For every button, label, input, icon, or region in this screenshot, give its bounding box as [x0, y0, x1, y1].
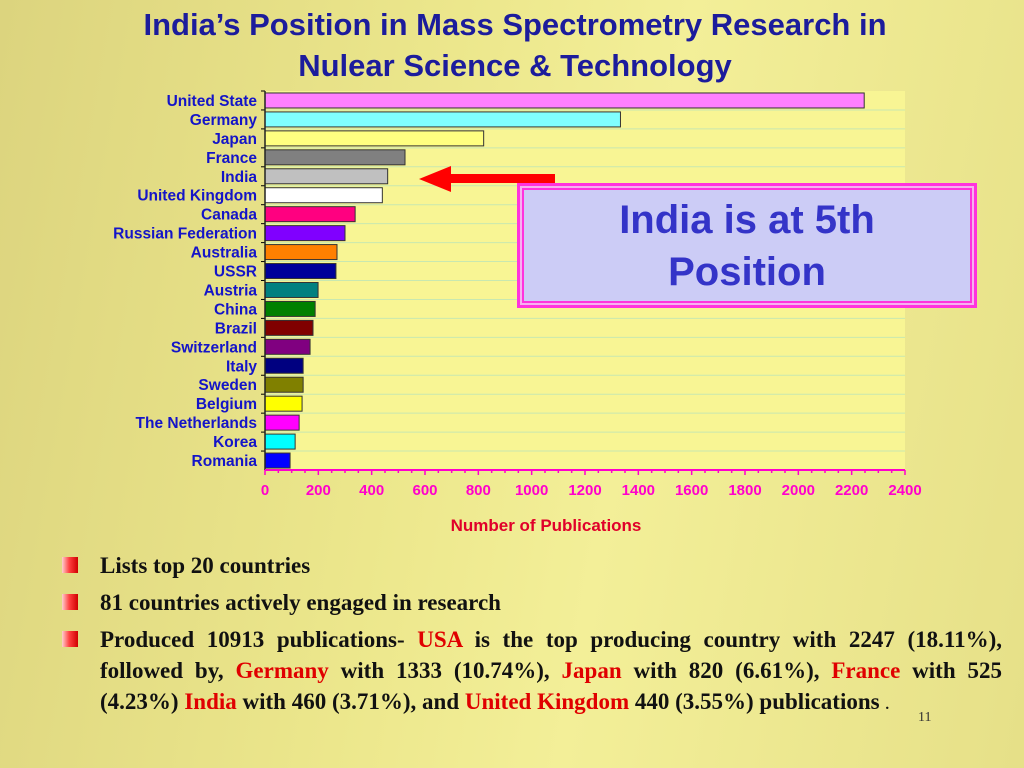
- bar-india: [264, 168, 389, 185]
- bar-the-netherlands: [264, 414, 300, 431]
- bar-switzerland: [264, 338, 311, 355]
- bar-china: [264, 300, 316, 317]
- bullet-text: is the top producing country with 2247 (…: [100, 627, 1003, 683]
- bar-france: [264, 149, 406, 166]
- category-label: Switzerland: [171, 339, 257, 356]
- category-label: India: [221, 169, 258, 186]
- highlighted-country: United Kingdom: [464, 689, 630, 714]
- title-line-2: Nulear Science & Technology: [298, 48, 732, 83]
- x-tick-label: 1600: [675, 482, 708, 499]
- highlighted-country: France: [831, 658, 901, 683]
- bullet-text: with 460 (3.71%), and: [236, 689, 465, 714]
- bullet-text: Produced 10913 publications-: [100, 627, 418, 652]
- arrow-shaft: [446, 174, 555, 183]
- highlighted-country: Germany: [235, 658, 329, 683]
- category-label: Canada: [201, 207, 257, 224]
- category-label: Italy: [226, 358, 257, 375]
- category-label: Belgium: [196, 396, 257, 413]
- category-label: Japan: [212, 131, 257, 148]
- x-tick-label: 400: [359, 482, 384, 499]
- bullet-text: with 1333 (10.74%),: [328, 658, 562, 683]
- bar-korea: [264, 433, 296, 450]
- x-tick-label: 2400: [888, 482, 921, 499]
- bullet-square-icon: [62, 631, 78, 647]
- x-tick-label: 1200: [568, 482, 601, 499]
- bullet-square-icon: [62, 557, 78, 573]
- bullet-text: .: [885, 697, 890, 713]
- x-tick-label: 2000: [782, 482, 815, 499]
- bar-italy: [264, 357, 304, 374]
- bar-austria: [264, 281, 319, 298]
- bar-belgium: [264, 395, 303, 412]
- bar-germany: [264, 111, 621, 128]
- category-label: Brazil: [215, 320, 257, 337]
- category-label: United State: [167, 93, 258, 110]
- bar-japan: [264, 130, 485, 147]
- category-label: Sweden: [198, 377, 257, 394]
- bar-russian-federation: [264, 225, 346, 242]
- x-tick-label: 1000: [515, 482, 548, 499]
- bullet-text: 81 countries actively engaged in researc…: [100, 590, 501, 615]
- bullet-text: with 525 (4.23%): [100, 658, 1002, 714]
- bullet-square-icon: [62, 594, 78, 610]
- category-label: Russian Federation: [113, 226, 257, 243]
- bullet-item: 81 countries actively engaged in researc…: [62, 587, 1002, 618]
- callout-box: India is at 5th Position: [517, 183, 977, 308]
- bullet-list: Lists top 20 countries 81 countries activ…: [62, 550, 1002, 727]
- highlighted-country: USA: [417, 627, 463, 652]
- category-label: China: [214, 301, 257, 318]
- category-label: Australia: [191, 245, 258, 262]
- bullet-text: Lists top 20 countries: [100, 553, 311, 578]
- slide-title: India’s Position in Mass Spectrometry Re…: [40, 4, 990, 86]
- bar-ussr: [264, 263, 337, 280]
- callout-line-2: Position: [668, 250, 826, 294]
- arrow-head: [419, 166, 451, 192]
- bar-united-kingdom: [264, 187, 383, 204]
- category-label: Romania: [192, 453, 258, 470]
- bullet-text: 440 (3.55%) publications: [629, 689, 886, 714]
- arrow-icon: [419, 166, 555, 192]
- category-label: United Kingdom: [137, 188, 257, 205]
- x-tick-label: 1400: [622, 482, 655, 499]
- highlighted-country: India: [184, 689, 237, 714]
- bullet-item: Produced 10913 publications- USA is the …: [62, 624, 1002, 721]
- bar-canada: [264, 206, 356, 223]
- bar-romania: [264, 452, 291, 469]
- bar-brazil: [264, 319, 314, 336]
- category-label: USSR: [214, 264, 257, 281]
- bullet-text: with 820 (6.61%),: [621, 658, 832, 683]
- bar-sweden: [264, 376, 304, 393]
- x-tick-label: 600: [412, 482, 437, 499]
- category-label: The Netherlands: [136, 415, 257, 432]
- x-tick-label: 0: [261, 482, 269, 499]
- highlighted-country: Japan: [561, 658, 622, 683]
- category-label: Korea: [213, 434, 257, 451]
- x-tick-label: 2200: [835, 482, 868, 499]
- category-label: France: [206, 150, 257, 167]
- bar-australia: [264, 244, 338, 261]
- category-label: Austria: [204, 282, 258, 299]
- page-number: 11: [918, 710, 932, 725]
- callout-line-1: India is at 5th: [619, 198, 875, 242]
- x-tick-label: 800: [466, 482, 491, 499]
- x-axis-title: Number of Publications: [451, 516, 642, 535]
- x-tick-label: 1800: [728, 482, 761, 499]
- x-tick-label: 200: [306, 482, 331, 499]
- category-label: Germany: [190, 112, 258, 129]
- bullet-item: Lists top 20 countries: [62, 550, 1002, 581]
- title-line-1: India’s Position in Mass Spectrometry Re…: [143, 7, 887, 42]
- bar-united-state: [264, 92, 865, 109]
